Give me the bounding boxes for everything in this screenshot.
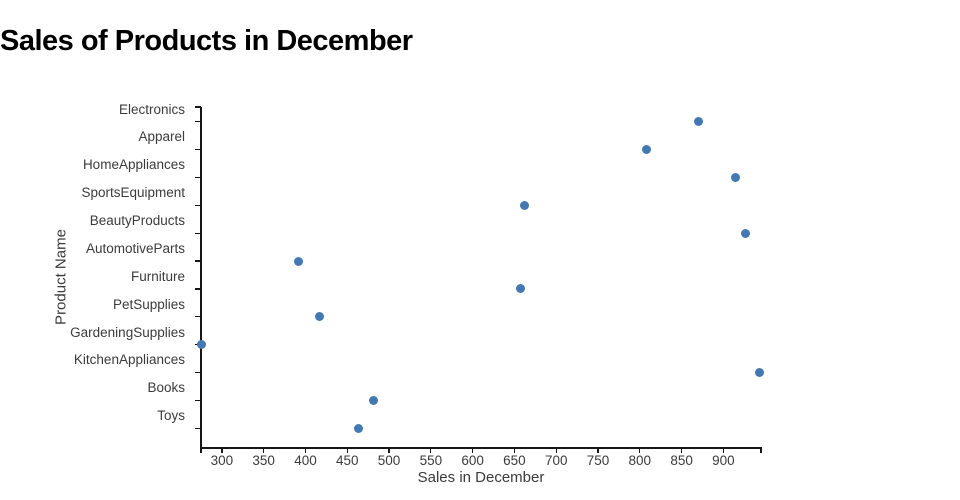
x-tick-label: 650 — [503, 453, 526, 468]
chart-title: Sales of Products in December — [0, 25, 413, 57]
y-tick-mark — [194, 176, 201, 179]
y-tick-label: AutomotiveParts — [85, 240, 185, 256]
x-axis-end-tick — [200, 448, 202, 454]
x-tick-mark — [388, 448, 390, 454]
y-axis-line — [200, 106, 202, 449]
x-tick-mark — [722, 448, 725, 454]
x-tick-mark — [555, 448, 557, 454]
scatter-point — [368, 395, 378, 405]
x-tick-mark — [471, 448, 474, 454]
x-tick-mark — [597, 448, 599, 454]
x-tick-label: 750 — [586, 453, 610, 468]
y-tick-mark — [194, 371, 201, 374]
x-tick-mark — [680, 448, 683, 454]
x-tick-label: 900 — [712, 453, 735, 468]
y-tick-label: Furniture — [130, 268, 185, 284]
x-axis-line — [200, 447, 762, 449]
scatter-point — [294, 256, 304, 266]
x-tick-label: 600 — [461, 453, 484, 468]
x-tick-label: 400 — [294, 453, 317, 468]
scatter-point — [196, 340, 206, 350]
y-tick-label: SportsEquipment — [81, 185, 185, 201]
scatter-point — [693, 117, 703, 127]
x-axis-end-tick — [760, 448, 762, 454]
x-tick-mark — [346, 448, 348, 454]
y-axis-end-tick — [194, 106, 201, 108]
x-tick-label: 300 — [210, 453, 234, 468]
scatter-point — [315, 312, 325, 322]
scatter-point — [641, 145, 651, 155]
y-tick-label: Electronics — [118, 101, 185, 117]
y-tick-label: Apparel — [138, 129, 185, 145]
y-tick-mark — [194, 427, 201, 429]
x-tick-mark — [263, 448, 265, 454]
x-tick-label: 450 — [336, 453, 359, 468]
y-tick-label: PetSupplies — [112, 296, 185, 312]
y-tick-mark — [194, 260, 201, 262]
x-tick-label: 850 — [670, 453, 693, 468]
x-tick-mark — [304, 448, 307, 454]
scatter-point — [519, 200, 529, 210]
y-tick-mark — [194, 121, 201, 123]
x-tick-label: 500 — [377, 453, 401, 468]
scatter-point — [741, 228, 751, 238]
x-tick-mark — [221, 448, 223, 454]
y-tick-mark — [194, 316, 201, 318]
scatter-point — [754, 368, 764, 378]
x-tick-mark — [639, 448, 641, 454]
scatter-point — [353, 423, 363, 433]
x-tick-label: 550 — [419, 453, 443, 468]
x-tick-label: 800 — [628, 453, 652, 468]
x-tick-label: 700 — [544, 453, 568, 468]
x-tick-mark — [430, 448, 432, 454]
scatter-point — [515, 284, 525, 294]
x-tick-label: 350 — [252, 453, 275, 468]
y-tick-label: BeautyProducts — [89, 213, 185, 229]
y-tick-mark — [194, 148, 201, 151]
y-tick-label: Books — [147, 380, 185, 396]
y-tick-label: HomeAppliances — [82, 157, 185, 173]
x-tick-mark — [513, 448, 516, 454]
y-tick-mark — [194, 399, 201, 402]
x-axis-label: Sales in December — [417, 469, 545, 486]
y-tick-mark — [194, 204, 201, 206]
y-tick-label: Toys — [157, 408, 185, 424]
y-tick-label: GardeningSupplies — [70, 324, 185, 340]
y-tick-mark — [194, 288, 201, 290]
y-tick-mark — [194, 232, 201, 234]
scatter-point — [731, 172, 741, 182]
y-tick-label: KitchenAppliances — [73, 352, 185, 368]
